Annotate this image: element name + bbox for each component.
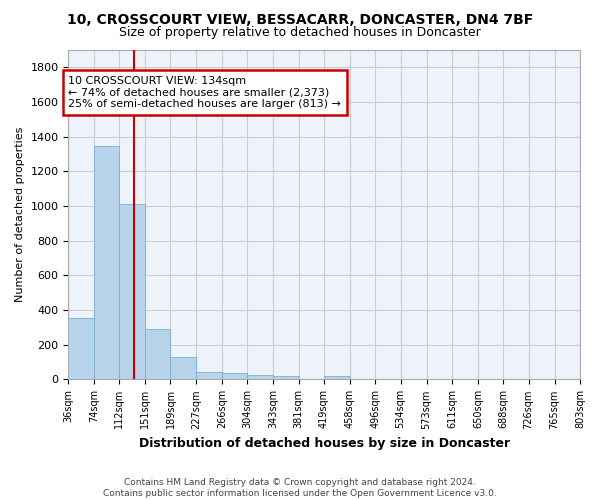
Text: Size of property relative to detached houses in Doncaster: Size of property relative to detached ho… <box>119 26 481 39</box>
X-axis label: Distribution of detached houses by size in Doncaster: Distribution of detached houses by size … <box>139 437 510 450</box>
Bar <box>247 375 273 380</box>
Text: 10, CROSSCOURT VIEW, BESSACARR, DONCASTER, DN4 7BF: 10, CROSSCOURT VIEW, BESSACARR, DONCASTE… <box>67 12 533 26</box>
Text: Contains HM Land Registry data © Crown copyright and database right 2024.
Contai: Contains HM Land Registry data © Crown c… <box>103 478 497 498</box>
Bar <box>222 374 247 380</box>
Bar <box>273 376 299 380</box>
Bar <box>170 358 196 380</box>
Text: 10 CROSSCOURT VIEW: 134sqm
← 74% of detached houses are smaller (2,373)
25% of s: 10 CROSSCOURT VIEW: 134sqm ← 74% of deta… <box>68 76 341 109</box>
Bar <box>94 146 119 380</box>
Bar <box>145 329 170 380</box>
Bar <box>324 376 350 380</box>
Bar <box>68 318 94 380</box>
Bar <box>119 204 145 380</box>
Y-axis label: Number of detached properties: Number of detached properties <box>15 127 25 302</box>
Bar <box>196 372 222 380</box>
